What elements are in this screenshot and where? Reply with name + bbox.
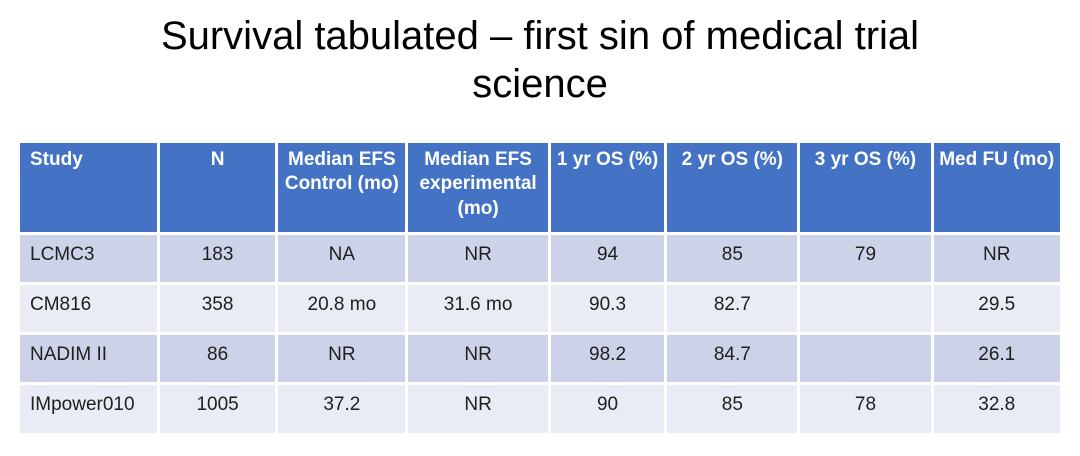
table-cell: 29.5 xyxy=(930,281,1060,335)
table-row-lcmc3: LCMC3 183 NA NR 94 85 79 NR xyxy=(20,231,1060,285)
table-cell: 98.2 xyxy=(547,331,668,385)
table-cell: 90.3 xyxy=(547,281,668,335)
table-cell: 85 xyxy=(664,381,801,433)
table-cell: 78 xyxy=(797,381,934,433)
table-cell: 94 xyxy=(547,231,668,285)
column-header-median-efs-control: Median EFS Control (mo) xyxy=(275,143,409,235)
table-cell: 37.2 xyxy=(275,381,409,433)
table-cell: NR xyxy=(405,231,551,285)
table-cell: NR xyxy=(405,331,551,385)
table-cell: 79 xyxy=(797,231,934,285)
row-label: CM816 xyxy=(20,281,160,335)
column-header-3yr-os: 3 yr OS (%) xyxy=(797,143,934,235)
column-header-median-efs-experimental: Median EFS experimental (mo) xyxy=(405,143,551,235)
table-cell: NR xyxy=(930,231,1060,285)
table-cell: NA xyxy=(275,231,409,285)
row-label: LCMC3 xyxy=(20,231,160,285)
table-cell: 26.1 xyxy=(930,331,1060,385)
table-cell: 31.6 mo xyxy=(405,281,551,335)
column-header-study: Study xyxy=(20,143,160,235)
table-cell: 84.7 xyxy=(664,331,801,385)
row-label: IMpower010 xyxy=(20,381,160,433)
column-header-1yr-os: 1 yr OS (%) xyxy=(547,143,668,235)
table-cell: 32.8 xyxy=(930,381,1060,433)
table-cell: 183 xyxy=(156,231,279,285)
column-header-n: N xyxy=(156,143,279,235)
row-label: NADIM II xyxy=(20,331,160,385)
table-cell xyxy=(797,281,934,335)
table-cell: 358 xyxy=(156,281,279,335)
table-cell: NR xyxy=(405,381,551,433)
table-cell: 1005 xyxy=(156,381,279,433)
table-row-cm816: CM816 358 20.8 mo 31.6 mo 90.3 82.7 29.5 xyxy=(20,281,1060,335)
table-header-row: Study N Median EFS Control (mo) Median E… xyxy=(20,143,1060,235)
survival-table: Study N Median EFS Control (mo) Median E… xyxy=(20,143,1060,433)
table-cell: NR xyxy=(275,331,409,385)
table-cell: 86 xyxy=(156,331,279,385)
table-cell: 85 xyxy=(664,231,801,285)
table-cell: 20.8 mo xyxy=(275,281,409,335)
table-cell: 90 xyxy=(547,381,668,433)
table-row-impower010: IMpower010 1005 37.2 NR 90 85 78 32.8 xyxy=(20,381,1060,433)
column-header-med-fu: Med FU (mo) xyxy=(930,143,1060,235)
table-cell xyxy=(797,331,934,385)
table-row-nadim-ii: NADIM II 86 NR NR 98.2 84.7 26.1 xyxy=(20,331,1060,385)
column-header-2yr-os: 2 yr OS (%) xyxy=(664,143,801,235)
table-cell: 82.7 xyxy=(664,281,801,335)
slide-title: Survival tabulated – first sin of medica… xyxy=(160,14,920,106)
